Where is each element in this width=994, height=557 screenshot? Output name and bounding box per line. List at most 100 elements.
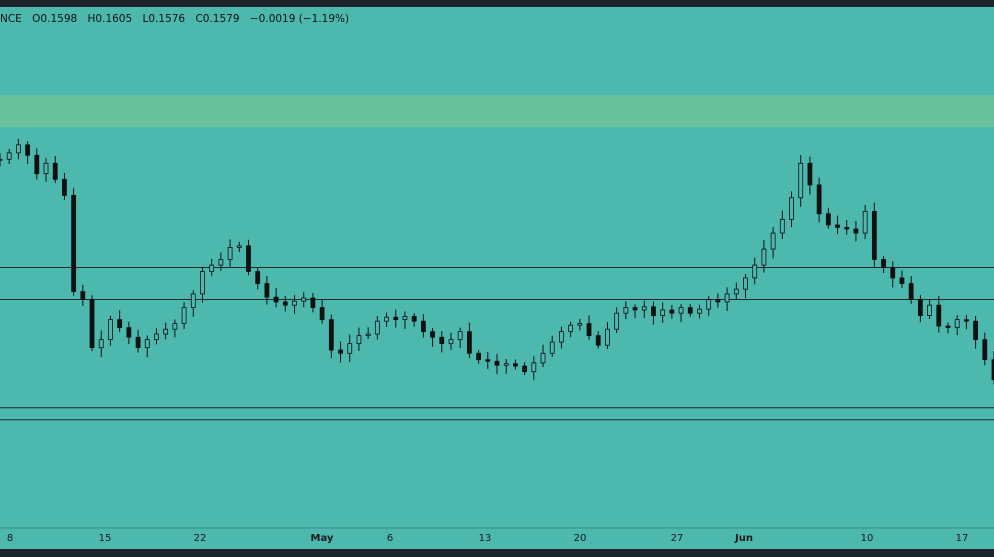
candle (908, 275, 914, 304)
candle (825, 207, 831, 229)
candle-body (678, 307, 684, 314)
candle (917, 295, 923, 323)
candle-body (172, 323, 178, 330)
candle-body (365, 333, 371, 337)
candle (660, 302, 666, 323)
candle (641, 300, 647, 318)
candle-body (16, 144, 21, 154)
candle (862, 204, 868, 240)
candle-body (743, 277, 748, 290)
candle (871, 202, 877, 268)
candle (430, 327, 435, 347)
candle-body (559, 331, 564, 343)
candle (687, 303, 693, 317)
candle (577, 318, 583, 331)
candle (678, 303, 684, 323)
candle-body (614, 312, 620, 330)
candle-body (522, 365, 528, 373)
candle (365, 327, 371, 339)
candle (154, 327, 159, 345)
candle (411, 313, 417, 327)
candle (798, 155, 804, 207)
candle (347, 334, 353, 362)
candle-body (319, 307, 325, 321)
candle (0, 152, 3, 167)
candle-body (393, 316, 399, 320)
candle-body (871, 210, 877, 260)
candle (227, 239, 233, 267)
candle (34, 148, 40, 180)
candle (697, 304, 702, 319)
candle (522, 362, 528, 376)
supply-zone-layer (0, 95, 994, 128)
candle-body (927, 304, 932, 316)
candle (936, 295, 942, 333)
candle-body (62, 178, 67, 196)
horizontal-levels-layer (0, 267, 994, 421)
candle-body (108, 319, 113, 341)
candle-body (301, 297, 307, 302)
candle (706, 296, 712, 317)
bottom-frame-bar (0, 549, 994, 557)
candle-body (476, 352, 481, 361)
candle (439, 331, 445, 353)
candle-body (80, 291, 86, 300)
candle (255, 267, 261, 290)
candle-body (890, 267, 896, 279)
candle-body (236, 245, 242, 248)
candle (273, 287, 279, 308)
candle (457, 327, 463, 348)
candle-body (411, 315, 417, 322)
candle-body (126, 327, 132, 338)
candle (181, 302, 187, 330)
candle (890, 261, 896, 288)
candle-body (853, 228, 859, 234)
candle-body (835, 224, 840, 228)
candle (52, 155, 58, 184)
candle-body (973, 320, 978, 341)
candle (466, 322, 472, 359)
candle (485, 351, 491, 369)
candle (899, 270, 905, 288)
open-value: O0.1598 (32, 13, 78, 25)
candle-body (605, 328, 610, 346)
candle-body (595, 335, 601, 346)
candle (844, 220, 850, 235)
candle-body (89, 299, 95, 349)
candle-body (144, 339, 150, 349)
candle-body (623, 307, 629, 314)
candle (733, 282, 739, 300)
candle-body (154, 333, 159, 341)
candle (393, 309, 399, 328)
candle-body (954, 319, 960, 329)
high-value: H0.1605 (87, 13, 133, 25)
candle (6, 148, 12, 165)
candle (881, 255, 886, 274)
candle-body (98, 339, 104, 349)
candle (494, 353, 500, 375)
candle (328, 314, 334, 359)
candle (43, 158, 49, 182)
candle-body (936, 304, 942, 327)
candle (715, 293, 721, 308)
candle-body (963, 319, 969, 322)
candle (476, 349, 481, 364)
candle-body (439, 336, 445, 345)
candle (789, 191, 794, 228)
candle-body (420, 320, 426, 333)
candle (752, 257, 758, 285)
x-tick-label: 17 (955, 533, 969, 544)
candle (586, 315, 592, 340)
candle (954, 315, 960, 336)
close-value: C0.1579 (195, 13, 240, 25)
candle-body (292, 300, 297, 306)
candle-body (0, 158, 3, 161)
candle (374, 315, 380, 340)
candle-body (807, 162, 813, 186)
candle (614, 307, 620, 334)
candle (651, 301, 656, 325)
candle (292, 295, 297, 314)
candle (144, 335, 150, 358)
candle-body (568, 324, 574, 333)
